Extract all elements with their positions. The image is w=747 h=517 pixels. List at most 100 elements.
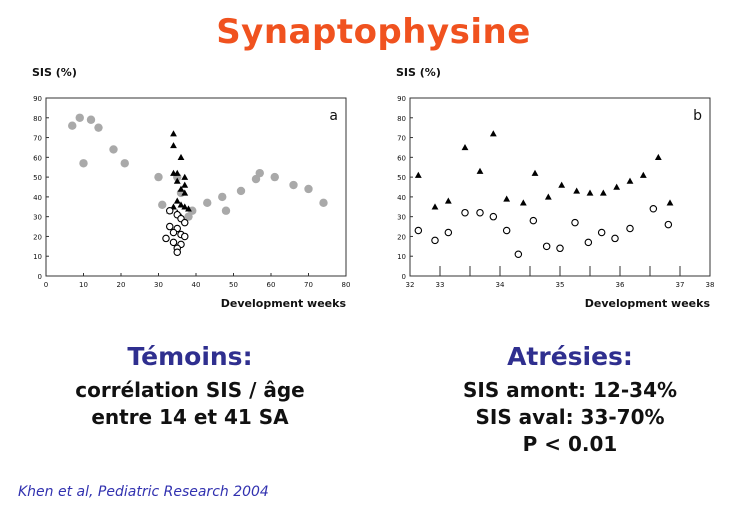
data-point-grey	[255, 168, 264, 178]
x-axis-label: Development weeks	[221, 297, 347, 310]
data-point-triangle	[586, 189, 594, 196]
y-tick-label: 30	[33, 214, 42, 222]
data-point-open	[542, 242, 551, 251]
x-tick-label: 0	[44, 281, 48, 289]
x-tick-label: 30	[154, 281, 163, 289]
data-point-grey	[68, 121, 77, 130]
x-tick-label: 38	[706, 281, 715, 289]
caption-controls-line1: corrélation SIS / âge	[75, 378, 305, 402]
data-point-open	[414, 226, 423, 235]
data-point-grey	[154, 172, 163, 182]
data-point-triangle	[626, 177, 634, 184]
y-tick-label: 90	[33, 95, 42, 103]
data-point-open	[169, 238, 178, 247]
data-point-triangle	[613, 183, 621, 190]
data-point-triangle	[476, 167, 484, 174]
data-point-triangle	[170, 142, 177, 149]
data-point-triangle	[173, 197, 181, 204]
x-tick-label: 34	[496, 281, 505, 289]
data-point-triangle	[181, 189, 189, 196]
data-point-triangle	[185, 205, 192, 212]
y-tick-label: 10	[397, 253, 406, 261]
data-point-open	[626, 224, 634, 233]
data-point-open	[181, 218, 189, 227]
x-tick-label: 32	[406, 281, 415, 289]
data-point-triangle	[639, 171, 647, 178]
data-point-open	[162, 234, 170, 243]
data-point-open	[461, 208, 469, 217]
y-axis-label: SIS (%)	[32, 66, 77, 79]
y-tick-label: 60	[33, 154, 42, 162]
y-tick-label: 10	[33, 253, 42, 261]
x-tick-label: 40	[192, 281, 201, 289]
data-point-triangle	[173, 169, 181, 176]
data-point-open	[431, 236, 439, 245]
data-point-open	[166, 222, 174, 231]
data-point-triangle	[519, 199, 527, 206]
panel-label: a	[329, 108, 338, 124]
data-point-open	[571, 218, 579, 227]
data-point-open	[611, 234, 619, 243]
data-point-triangle	[177, 201, 185, 208]
data-point-triangle	[489, 130, 497, 137]
data-point-open	[181, 232, 189, 241]
x-tick-label: 37	[676, 281, 685, 289]
y-tick-label: 20	[33, 233, 42, 241]
chart-a: SIS (%) 0 10 20 30 40 50 60 70 80 90 0 10 20 30 40 50 60 7…	[32, 66, 351, 310]
y-tick-label: 60	[397, 154, 406, 162]
y-tick-label: 50	[33, 174, 42, 182]
x-tick-label: 10	[79, 281, 88, 289]
y-tick-label: 0	[38, 273, 42, 281]
panel-label: b	[693, 108, 702, 124]
reference-citation: Khen et al, Pediatric Research 2004	[18, 484, 269, 500]
caption-atresia-line2: SIS aval: 33-70%	[475, 405, 665, 429]
data-point-triangle	[173, 177, 181, 184]
caption-atresia-title: Atrésies:	[507, 342, 633, 371]
x-axis-label: Development weeks	[585, 297, 711, 310]
caption-controls: Témoins: corrélation SIS / âge entre 14 …	[40, 342, 340, 431]
data-point-triangle	[431, 203, 439, 210]
data-point-triangle	[544, 193, 552, 200]
y-tick-label: 70	[397, 135, 406, 143]
data-point-grey	[86, 115, 96, 124]
data-point-triangle	[181, 203, 189, 210]
caption-controls-title: Témoins:	[127, 342, 253, 371]
y-tick-label: 80	[33, 115, 42, 123]
chart-panel-b: SIS (%) 0 10 20 30 40 50 60 70 80 90 32 33 34 35 36 37 38…	[392, 62, 732, 324]
data-point-triangle	[181, 173, 189, 180]
x-tick-label: 70	[304, 281, 313, 289]
data-point-open	[556, 244, 564, 253]
data-point-triangle	[461, 144, 469, 151]
y-tick-label: 40	[397, 194, 406, 202]
data-point-open	[173, 248, 182, 257]
data-point-grey	[218, 192, 227, 202]
y-tick-label: 40	[33, 194, 42, 202]
data-point-open	[529, 216, 538, 225]
data-point-triangle	[666, 199, 674, 206]
data-point-open	[514, 250, 523, 258]
y-tick-label: 80	[397, 115, 406, 123]
data-point-open	[664, 220, 673, 229]
data-point-triangle	[503, 195, 511, 202]
x-tick-label: 80	[342, 281, 351, 289]
data-point-triangle	[170, 130, 177, 137]
plot-frame	[45, 97, 347, 277]
x-tick-label: 35	[556, 281, 565, 289]
data-point-triangle	[531, 169, 539, 176]
data-point-grey	[203, 198, 212, 208]
data-point-grey	[75, 113, 84, 122]
data-point-triangle	[177, 185, 185, 192]
y-tick-label: 70	[33, 135, 42, 143]
data-point-grey	[79, 159, 88, 168]
data-point-triangle	[177, 153, 185, 161]
data-point-grey	[304, 184, 313, 194]
data-point-grey	[94, 123, 103, 132]
data-point-triangle	[444, 197, 452, 204]
caption-atresia-line1: SIS amont: 12-34%	[462, 378, 678, 402]
chart-panel-a: SIS (%) 0 10 20 30 40 50 60 70 80 90 0 10 20 30 40 50 60 7…	[28, 62, 368, 324]
chart-b: SIS (%) 0 10 20 30 40 50 60 70 80 90 32 33 34 35 36 37 38…	[396, 66, 715, 310]
data-point-grey	[319, 198, 328, 208]
data-point-grey	[158, 200, 167, 209]
data-point-open	[584, 238, 593, 247]
data-point-open	[489, 212, 498, 221]
